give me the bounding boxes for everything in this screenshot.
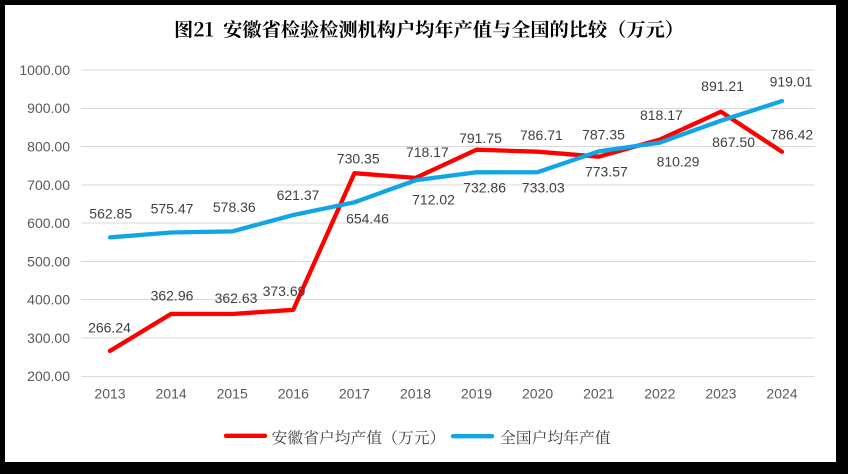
svg-text:300.00: 300.00 xyxy=(27,330,70,346)
svg-text:2017: 2017 xyxy=(339,386,370,402)
svg-text:787.35: 787.35 xyxy=(582,127,625,143)
svg-text:654.46: 654.46 xyxy=(346,211,389,227)
svg-text:373.69: 373.69 xyxy=(263,283,306,299)
svg-text:575.47: 575.47 xyxy=(151,201,194,217)
svg-text:2013: 2013 xyxy=(94,386,125,402)
svg-text:362.96: 362.96 xyxy=(151,288,194,304)
svg-text:810.29: 810.29 xyxy=(657,154,700,170)
svg-text:562.85: 562.85 xyxy=(89,206,132,222)
svg-text:2023: 2023 xyxy=(705,386,736,402)
svg-text:867.50: 867.50 xyxy=(712,134,755,150)
svg-text:732.86: 732.86 xyxy=(463,179,506,195)
svg-text:2022: 2022 xyxy=(644,386,675,402)
svg-text:2024: 2024 xyxy=(766,386,797,402)
svg-text:600.00: 600.00 xyxy=(27,215,70,231)
svg-text:2014: 2014 xyxy=(156,386,187,402)
svg-text:2020: 2020 xyxy=(522,386,553,402)
svg-text:621.37: 621.37 xyxy=(277,187,320,203)
svg-text:400.00: 400.00 xyxy=(27,292,70,308)
svg-text:578.36: 578.36 xyxy=(213,199,256,215)
svg-text:362.63: 362.63 xyxy=(215,290,258,306)
svg-text:2018: 2018 xyxy=(400,386,431,402)
svg-text:2021: 2021 xyxy=(583,386,614,402)
svg-text:800.00: 800.00 xyxy=(27,139,70,155)
svg-text:1000.00: 1000.00 xyxy=(19,62,70,78)
svg-text:2019: 2019 xyxy=(461,386,492,402)
svg-text:891.21: 891.21 xyxy=(701,78,744,94)
svg-text:2016: 2016 xyxy=(278,386,309,402)
svg-text:786.42: 786.42 xyxy=(770,127,813,143)
svg-text:266.24: 266.24 xyxy=(88,319,131,335)
svg-text:730.35: 730.35 xyxy=(337,151,380,167)
svg-text:900.00: 900.00 xyxy=(27,100,70,116)
svg-text:2015: 2015 xyxy=(217,386,248,402)
svg-text:791.75: 791.75 xyxy=(459,130,502,146)
svg-text:919.01: 919.01 xyxy=(770,74,813,90)
svg-text:718.17: 718.17 xyxy=(406,144,449,160)
svg-text:786.71: 786.71 xyxy=(520,127,563,143)
svg-text:200.00: 200.00 xyxy=(27,368,70,384)
svg-text:712.02: 712.02 xyxy=(412,192,455,208)
svg-text:773.57: 773.57 xyxy=(585,163,628,179)
svg-text:700.00: 700.00 xyxy=(27,177,70,193)
svg-text:500.00: 500.00 xyxy=(27,253,70,269)
svg-text:733.03: 733.03 xyxy=(522,180,565,196)
svg-text:818.17: 818.17 xyxy=(640,107,683,123)
